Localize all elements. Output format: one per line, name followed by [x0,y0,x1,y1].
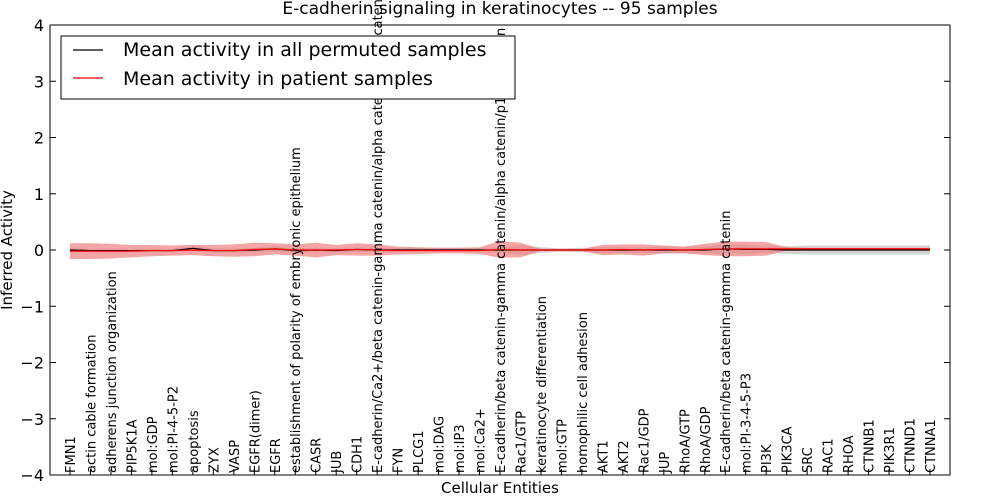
y-tick-label: −4 [20,466,44,485]
y-tick-label: 4 [34,16,44,35]
x-tick-label: PIK3CA [781,426,796,473]
y-tick-label: 3 [34,72,44,91]
chart-title: E-cadherin signaling in keratinocytes --… [282,0,717,19]
legend-box [60,35,516,100]
x-tick-label: mol:Ca2+ [474,408,489,473]
x-tick-label: mol:IP3 [453,424,468,473]
x-tick-label: RhoA/GTP [678,409,693,473]
x-tick-label: actin cable formation [84,335,99,473]
x-tick-label: RAC1 [822,438,837,473]
y-tick-label: 1 [34,185,44,204]
x-tick-label: SRC [801,447,816,473]
x-tick-label: FMN1 [64,436,79,473]
y-tick-label: 2 [34,129,44,148]
x-tick-label: mol:DAG [433,416,448,473]
x-tick-label: CTNND1 [904,418,919,473]
x-tick-label: CDH1 [351,436,366,473]
x-tick-label: adherens junction organization [105,271,120,473]
x-tick-label: mol:GDP [146,416,161,473]
patient-mean-line [70,248,930,252]
x-tick-label: AKT2 [617,440,632,473]
y-axis-label: Inferred Activity [0,190,16,310]
y-tick-label: 0 [34,241,44,260]
x-tick-label: EGFR(dimer) [248,390,263,473]
x-tick-label: RhoA/GDP [699,406,714,473]
x-axis-label: Cellular Entities [441,479,559,497]
x-tick-label: ZYX [207,447,222,473]
y-tick-label: −2 [20,354,44,373]
x-tick-label: homophilic cell adhesion [576,312,591,473]
x-tick-label: PLCG1 [412,430,427,473]
x-tick-label: EGFR [269,438,284,473]
x-tick-label: CTNNA1 [924,419,939,473]
x-tick-label: mol:GTP [555,419,570,473]
x-tick-label: PI3K [760,444,775,473]
x-tick-label: RHOA [842,435,857,473]
x-tick-label: mol:PI-3-4-5-P3 [740,373,755,473]
x-tick-label: CTNNB1 [863,419,878,473]
x-tick-label: apoptosis [187,410,202,473]
y-tick-label: −3 [20,410,44,429]
x-tick-label: VASP [228,440,243,473]
x-tick-label: PIK3R1 [883,427,898,473]
x-tick-label: PIP5K1A [125,419,140,473]
x-tick-label: AKT1 [596,440,611,473]
x-tick-label: CASR [310,438,325,473]
legend-label-permuted: Mean activity in all permuted samples [123,39,486,61]
x-tick-label: E-cadherin/beta catenin-gamma catenin/al… [494,28,509,473]
x-tick-label: Rac1/GTP [514,411,529,473]
x-tick-label: mol:PI-4-5-P2 [166,386,181,473]
x-tick-label: FYN [392,448,407,473]
x-tick-label: Rac1/GDP [637,408,652,473]
x-tick-label: E-cadherin/Ca2+/beta catenin-gamma caten… [371,0,386,473]
x-tick-label: establishment of polarity of embryonic e… [289,147,304,473]
legend: Mean activity in all permuted samples Me… [60,35,516,100]
x-tick-label: JUB [330,451,345,474]
legend-label-patient: Mean activity in patient samples [123,68,433,90]
x-tick-label: E-cadherin/beta catenin-gamma catenin [719,211,734,473]
x-tick-label: JUP [658,452,673,474]
x-tick-label: keratinocyte differentiation [535,296,550,473]
y-tick-label: −1 [20,297,44,316]
